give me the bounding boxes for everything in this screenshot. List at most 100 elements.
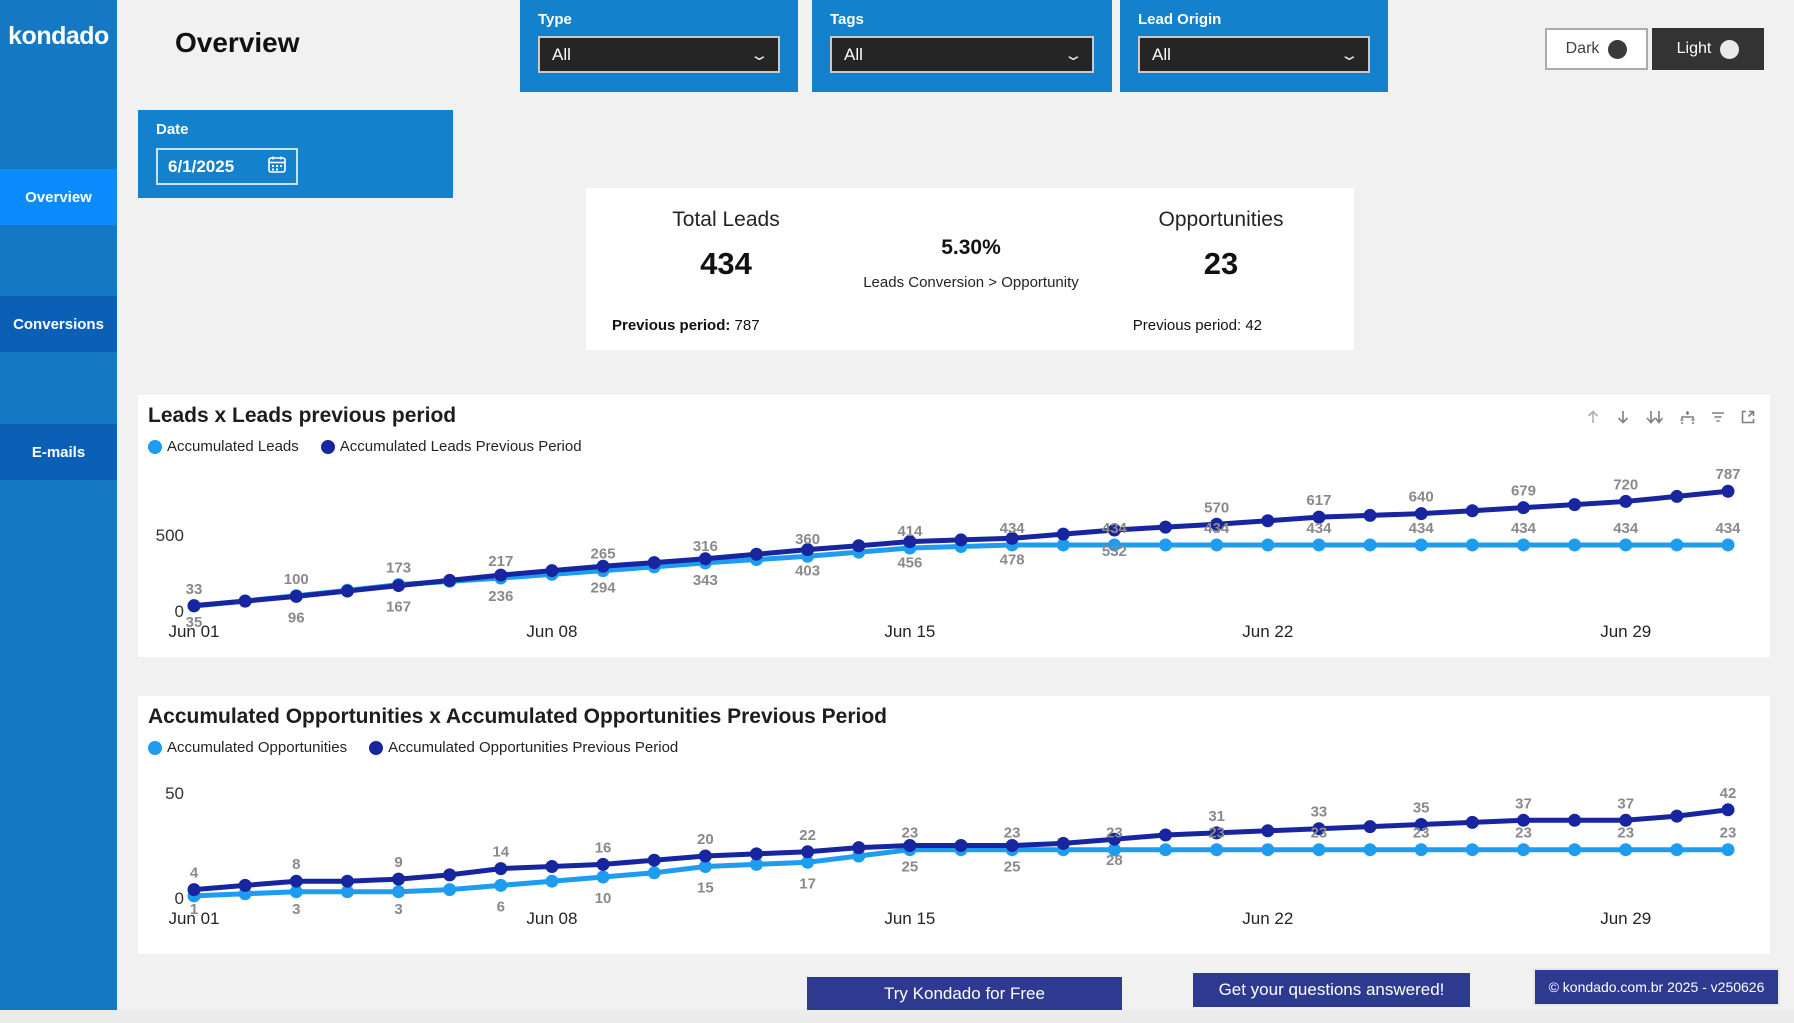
opportunities-chart-title: Accumulated Opportunities x Accumulated …: [148, 705, 888, 728]
svg-text:23: 23: [1004, 825, 1021, 842]
type-filter-dropdown[interactable]: All ⌄: [538, 36, 780, 73]
svg-text:17: 17: [799, 875, 816, 892]
svg-text:23: 23: [1208, 825, 1225, 842]
opportunities-previous: Previous period: 42: [1133, 317, 1262, 334]
opportunities-value: 23: [1203, 246, 1239, 281]
svg-text:434: 434: [1715, 520, 1741, 537]
svg-text:37: 37: [1515, 795, 1532, 812]
svg-text:434: 434: [1511, 520, 1537, 537]
conversion-caption: Leads Conversion > Opportunity: [863, 274, 1079, 291]
svg-text:Jun 22: Jun 22: [1242, 622, 1293, 641]
type-filter-card: Type All ⌄: [520, 0, 798, 92]
leads-line-chart[interactable]: 0 500 Jun 01 Jun 08 Jun 15 Jun 22 Jun 29 33 35 10…: [138, 455, 1770, 645]
svg-text:35: 35: [1413, 800, 1430, 817]
legend-label: Accumulated Leads: [167, 438, 299, 455]
questions-button[interactable]: Get your questions answered!: [1193, 973, 1470, 1007]
conversion-value: 5.30%: [941, 236, 1001, 259]
svg-text:0: 0: [175, 602, 184, 621]
total-leads-value: 434: [700, 246, 752, 281]
svg-text:14: 14: [492, 844, 509, 861]
opportunities-line-chart[interactable]: 0 50 Jun 01 Jun 08 Jun 15 Jun 22 Jun 29 1 4 3 8 3 9 6…: [138, 756, 1770, 932]
svg-text:478: 478: [1000, 551, 1025, 568]
svg-text:33: 33: [186, 581, 203, 598]
light-theme-button[interactable]: Light: [1652, 28, 1764, 70]
legend-item-accumulated-leads[interactable]: Accumulated Leads: [148, 438, 299, 455]
bottom-strip: [0, 1010, 1794, 1023]
sidebar-item-overview[interactable]: Overview: [0, 169, 117, 225]
legend-dot-icon: [320, 439, 335, 454]
opportunities-chart-card: Accumulated Opportunities x Accumulated …: [138, 696, 1770, 954]
svg-text:434: 434: [1409, 520, 1435, 537]
sidebar-item-emails[interactable]: E-mails: [0, 424, 117, 480]
legend-dot-icon: [369, 740, 384, 755]
dark-theme-button[interactable]: Dark: [1545, 28, 1648, 70]
expand-next-level-icon[interactable]: [1645, 409, 1665, 425]
legend-item-accumulated-opportunities-previous[interactable]: Accumulated Opportunities Previous Perio…: [369, 739, 678, 756]
svg-text:403: 403: [795, 563, 820, 580]
type-filter-value: All: [552, 44, 571, 64]
sidebar-item-conversions-label: Conversions: [13, 315, 104, 333]
svg-text:9: 9: [394, 854, 402, 871]
svg-text:Jun 15: Jun 15: [884, 622, 935, 641]
svg-text:316: 316: [693, 538, 718, 555]
svg-text:16: 16: [595, 839, 612, 856]
try-kondado-button[interactable]: Try Kondado for Free: [807, 977, 1122, 1011]
svg-text:22: 22: [799, 827, 816, 844]
svg-text:617: 617: [1306, 492, 1331, 509]
svg-text:3: 3: [394, 901, 402, 918]
type-filter-label: Type: [538, 11, 572, 28]
svg-text:100: 100: [284, 571, 309, 588]
tags-filter-value: All: [844, 44, 863, 64]
svg-text:25: 25: [902, 859, 919, 876]
leads-chart-title: Leads x Leads previous period: [148, 404, 457, 427]
svg-text:96: 96: [288, 609, 305, 626]
total-leads-previous: Previous period: 787: [612, 317, 760, 334]
lead-origin-filter-dropdown[interactable]: All ⌄: [1138, 36, 1370, 73]
svg-text:Jun 01: Jun 01: [168, 622, 219, 641]
svg-text:294: 294: [591, 579, 617, 596]
lead-origin-filter-label: Lead Origin: [1138, 11, 1222, 28]
version-text: © kondado.com.br 2025 - v250626: [1548, 979, 1765, 995]
sidebar-item-conversions[interactable]: Conversions: [0, 296, 117, 352]
date-picker-input[interactable]: 6/1/2025: [156, 148, 298, 185]
svg-text:640: 640: [1409, 489, 1434, 506]
date-picker-value: 6/1/2025: [168, 156, 235, 176]
svg-text:37: 37: [1617, 795, 1634, 812]
svg-text:167: 167: [386, 599, 411, 616]
svg-text:720: 720: [1613, 476, 1638, 493]
svg-text:217: 217: [488, 553, 513, 570]
filter-icon[interactable]: [1710, 409, 1726, 425]
svg-text:23: 23: [1720, 825, 1737, 842]
svg-text:456: 456: [897, 555, 922, 572]
expand-all-icon[interactable]: [1679, 409, 1696, 425]
svg-text:Jun 29: Jun 29: [1600, 622, 1651, 641]
svg-text:23: 23: [902, 825, 919, 842]
svg-text:50: 50: [165, 784, 184, 803]
date-filter-label: Date: [156, 121, 189, 138]
svg-text:Jun 08: Jun 08: [526, 909, 577, 928]
svg-text:23: 23: [1515, 825, 1532, 842]
svg-text:434: 434: [1000, 520, 1026, 537]
focus-mode-icon[interactable]: [1740, 409, 1756, 425]
legend-item-accumulated-leads-previous[interactable]: Accumulated Leads Previous Period: [320, 438, 582, 455]
calendar-icon: [268, 156, 286, 178]
svg-text:434: 434: [1613, 520, 1639, 537]
svg-text:360: 360: [795, 531, 820, 548]
drill-down-icon[interactable]: [1615, 409, 1631, 425]
legend-item-accumulated-opportunities[interactable]: Accumulated Opportunities: [148, 739, 347, 756]
total-leads-previous-label: Previous period:: [612, 317, 735, 334]
light-theme-dot-icon: [1720, 39, 1740, 59]
chevron-down-icon: ⌄: [749, 46, 770, 64]
version-badge: © kondado.com.br 2025 - v250626: [1533, 968, 1780, 1006]
svg-text:3: 3: [292, 901, 300, 918]
svg-text:35: 35: [186, 614, 203, 631]
svg-text:33: 33: [1311, 804, 1328, 821]
svg-text:532: 532: [1102, 543, 1127, 560]
drill-up-icon[interactable]: [1585, 409, 1601, 425]
chevron-down-icon: ⌄: [1339, 46, 1360, 64]
svg-text:570: 570: [1204, 499, 1229, 516]
svg-text:10: 10: [595, 890, 612, 907]
svg-text:173: 173: [386, 560, 411, 577]
tags-filter-dropdown[interactable]: All ⌄: [830, 36, 1094, 73]
opportunities-previous-label: Previous period:: [1132, 317, 1242, 334]
